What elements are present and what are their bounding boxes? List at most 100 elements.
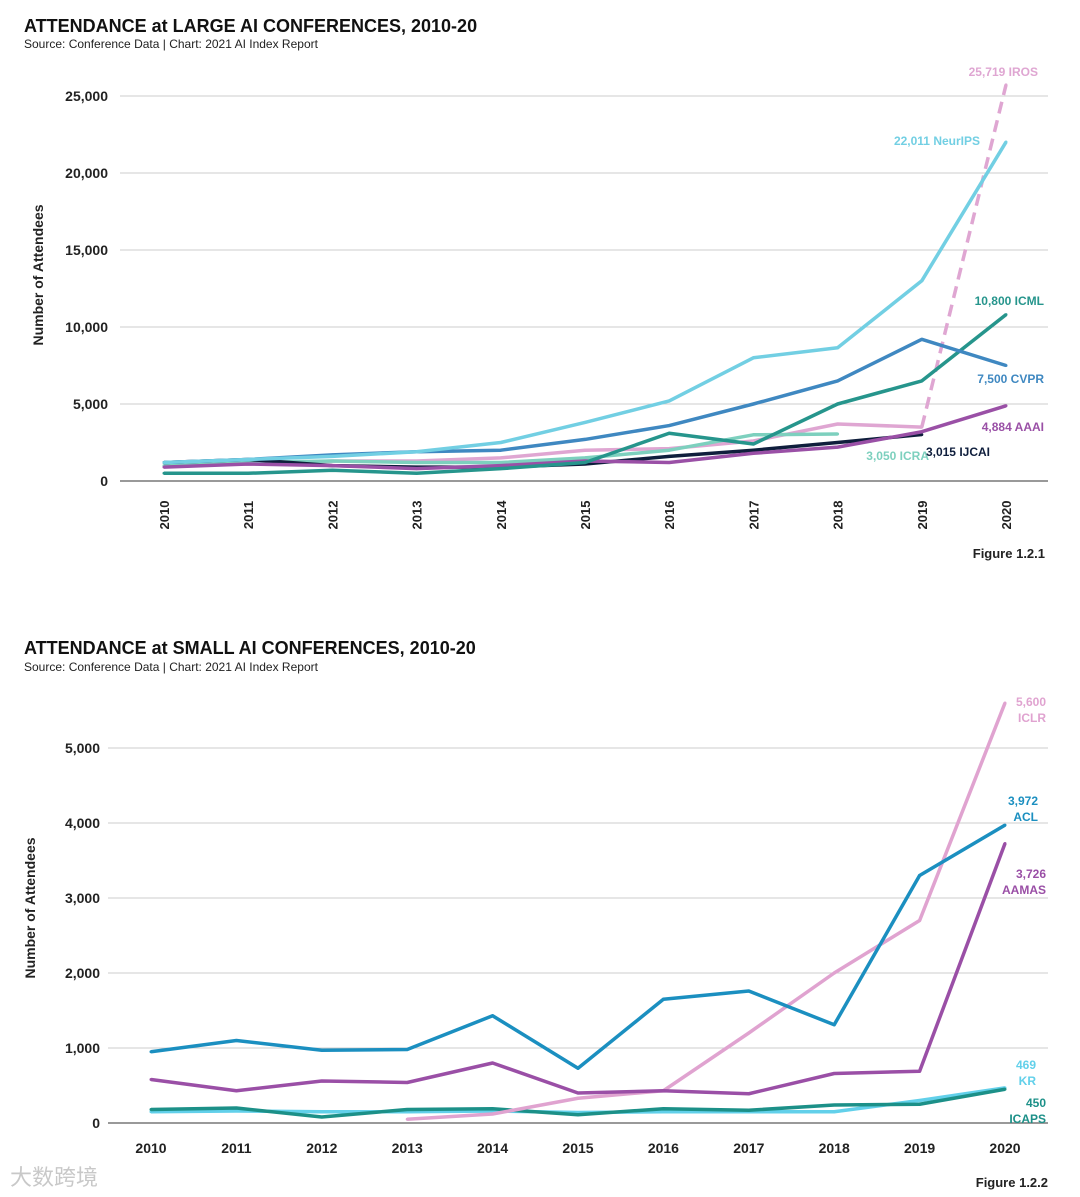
series-label-ijcai: 3,015 IJCAI xyxy=(926,445,990,459)
series-label-iclr: ICLR xyxy=(1018,711,1046,725)
data-point-iros xyxy=(920,425,924,429)
x-tick-label: 2019 xyxy=(915,501,930,530)
data-point-acl xyxy=(661,997,665,1001)
data-point-icaps xyxy=(747,1108,751,1112)
x-tick-label: 2010 xyxy=(157,501,172,530)
data-point-kr xyxy=(832,1110,836,1114)
series-line-iclr xyxy=(407,702,1007,1121)
series-label-icaps: 450 xyxy=(1026,1096,1046,1110)
data-point-aamas xyxy=(149,1078,153,1081)
data-point-aaai xyxy=(330,464,334,468)
data-point-icra xyxy=(415,461,419,465)
y-tick-label: 20,000 xyxy=(65,165,108,181)
data-point-aaai xyxy=(246,462,250,466)
data-point-cvpr xyxy=(667,424,671,428)
data-point-aaai xyxy=(162,465,166,469)
data-point-aamas xyxy=(576,1091,580,1095)
data-point-acl xyxy=(320,1048,324,1052)
x-tick-label: 2016 xyxy=(662,501,677,530)
data-point-acl xyxy=(832,1023,836,1027)
data-point-icaps xyxy=(149,1108,153,1111)
x-tick-label: 2013 xyxy=(410,501,425,530)
x-tick-label: 2012 xyxy=(306,1140,337,1156)
figure-label: Figure 1.2.2 xyxy=(976,1175,1048,1190)
x-tick-label: 2010 xyxy=(135,1140,166,1156)
series-label-iros: 25,719 IROS xyxy=(969,65,1038,79)
y-tick-label: 10,000 xyxy=(65,319,108,335)
series-label-aaai: 4,884 AAAI xyxy=(982,420,1044,434)
data-point-iros xyxy=(751,439,755,443)
data-point-aaai xyxy=(415,467,419,471)
data-point-icaps xyxy=(576,1113,580,1117)
series-label-iclr: 5,600 xyxy=(1016,695,1046,709)
data-point-acl xyxy=(491,1014,495,1018)
data-point-aaai xyxy=(920,430,924,434)
data-point-icml xyxy=(1004,313,1008,317)
data-point-neurips xyxy=(499,441,503,444)
data-point-ijcai xyxy=(751,448,755,452)
data-point-acl xyxy=(149,1050,153,1054)
data-point-iclr xyxy=(405,1117,409,1121)
data-point-icaps xyxy=(405,1108,409,1111)
series-label-aamas: 3,726 xyxy=(1016,867,1046,881)
data-point-icml xyxy=(162,471,166,475)
x-tick-label: 2016 xyxy=(648,1140,679,1156)
data-point-cvpr xyxy=(751,402,755,406)
y-tick-label: 0 xyxy=(100,473,108,489)
data-point-aaai xyxy=(667,461,671,465)
data-point-icaps xyxy=(918,1102,922,1106)
y-tick-label: 3,000 xyxy=(65,890,100,906)
data-point-cvpr xyxy=(836,379,840,383)
series-line-cvpr xyxy=(163,337,1007,465)
data-point-aaai xyxy=(751,451,755,455)
y-tick-label: 5,000 xyxy=(73,396,108,412)
data-point-iclr xyxy=(576,1096,580,1100)
data-point-aamas xyxy=(491,1061,495,1065)
chart-2-title: ATTENDANCE at SMALL AI CONFERENCES, 2010… xyxy=(24,638,476,658)
x-tick-label: 2020 xyxy=(989,1140,1020,1156)
y-tick-label: 2,000 xyxy=(65,965,100,981)
y-tick-label: 15,000 xyxy=(65,242,108,258)
y-tick-label: 5,000 xyxy=(65,740,100,756)
data-point-neurips xyxy=(751,356,755,360)
data-point-icml xyxy=(667,431,671,435)
data-point-acl xyxy=(747,989,751,993)
data-point-icml xyxy=(246,471,250,475)
data-point-aamas xyxy=(661,1089,665,1093)
data-point-aamas xyxy=(918,1069,922,1073)
data-point-cvpr xyxy=(920,337,924,341)
data-point-icra xyxy=(751,433,755,437)
data-point-icml xyxy=(583,461,587,465)
data-point-icml xyxy=(751,442,755,446)
x-tick-label: 2011 xyxy=(221,1140,252,1156)
data-point-cvpr xyxy=(1004,364,1008,367)
series-label-neurips: 22,011 NeurIPS xyxy=(894,134,980,148)
data-point-neurips xyxy=(330,454,334,458)
data-point-aamas xyxy=(405,1081,409,1084)
data-point-neurips xyxy=(162,461,166,465)
x-tick-label: 2015 xyxy=(578,501,593,530)
series-label-kr: 469 xyxy=(1016,1058,1036,1072)
data-point-iros xyxy=(1004,83,1008,87)
x-tick-label: 2012 xyxy=(325,501,340,530)
data-point-neurips xyxy=(246,457,250,461)
data-point-aaai xyxy=(499,464,503,468)
data-point-icra xyxy=(667,448,671,452)
watermark: 大数跨境 xyxy=(10,1165,99,1190)
series-label-icaps: ICAPS xyxy=(1009,1112,1046,1126)
x-tick-label: 2014 xyxy=(494,500,509,530)
data-point-cvpr xyxy=(499,448,503,452)
data-point-iclr xyxy=(1003,701,1007,705)
x-tick-label: 2017 xyxy=(733,1140,764,1156)
data-point-icaps xyxy=(661,1107,665,1111)
data-point-icml xyxy=(499,467,503,471)
series-label-icra: 3,050 ICRA xyxy=(866,449,929,463)
data-point-acl xyxy=(405,1048,409,1051)
x-tick-label: 2014 xyxy=(477,1140,508,1156)
y-tick-label: 1,000 xyxy=(65,1040,100,1056)
data-point-iclr xyxy=(491,1112,495,1116)
data-point-kr xyxy=(320,1110,324,1114)
y-tick-label: 25,000 xyxy=(65,88,108,104)
data-point-kr xyxy=(661,1110,665,1114)
